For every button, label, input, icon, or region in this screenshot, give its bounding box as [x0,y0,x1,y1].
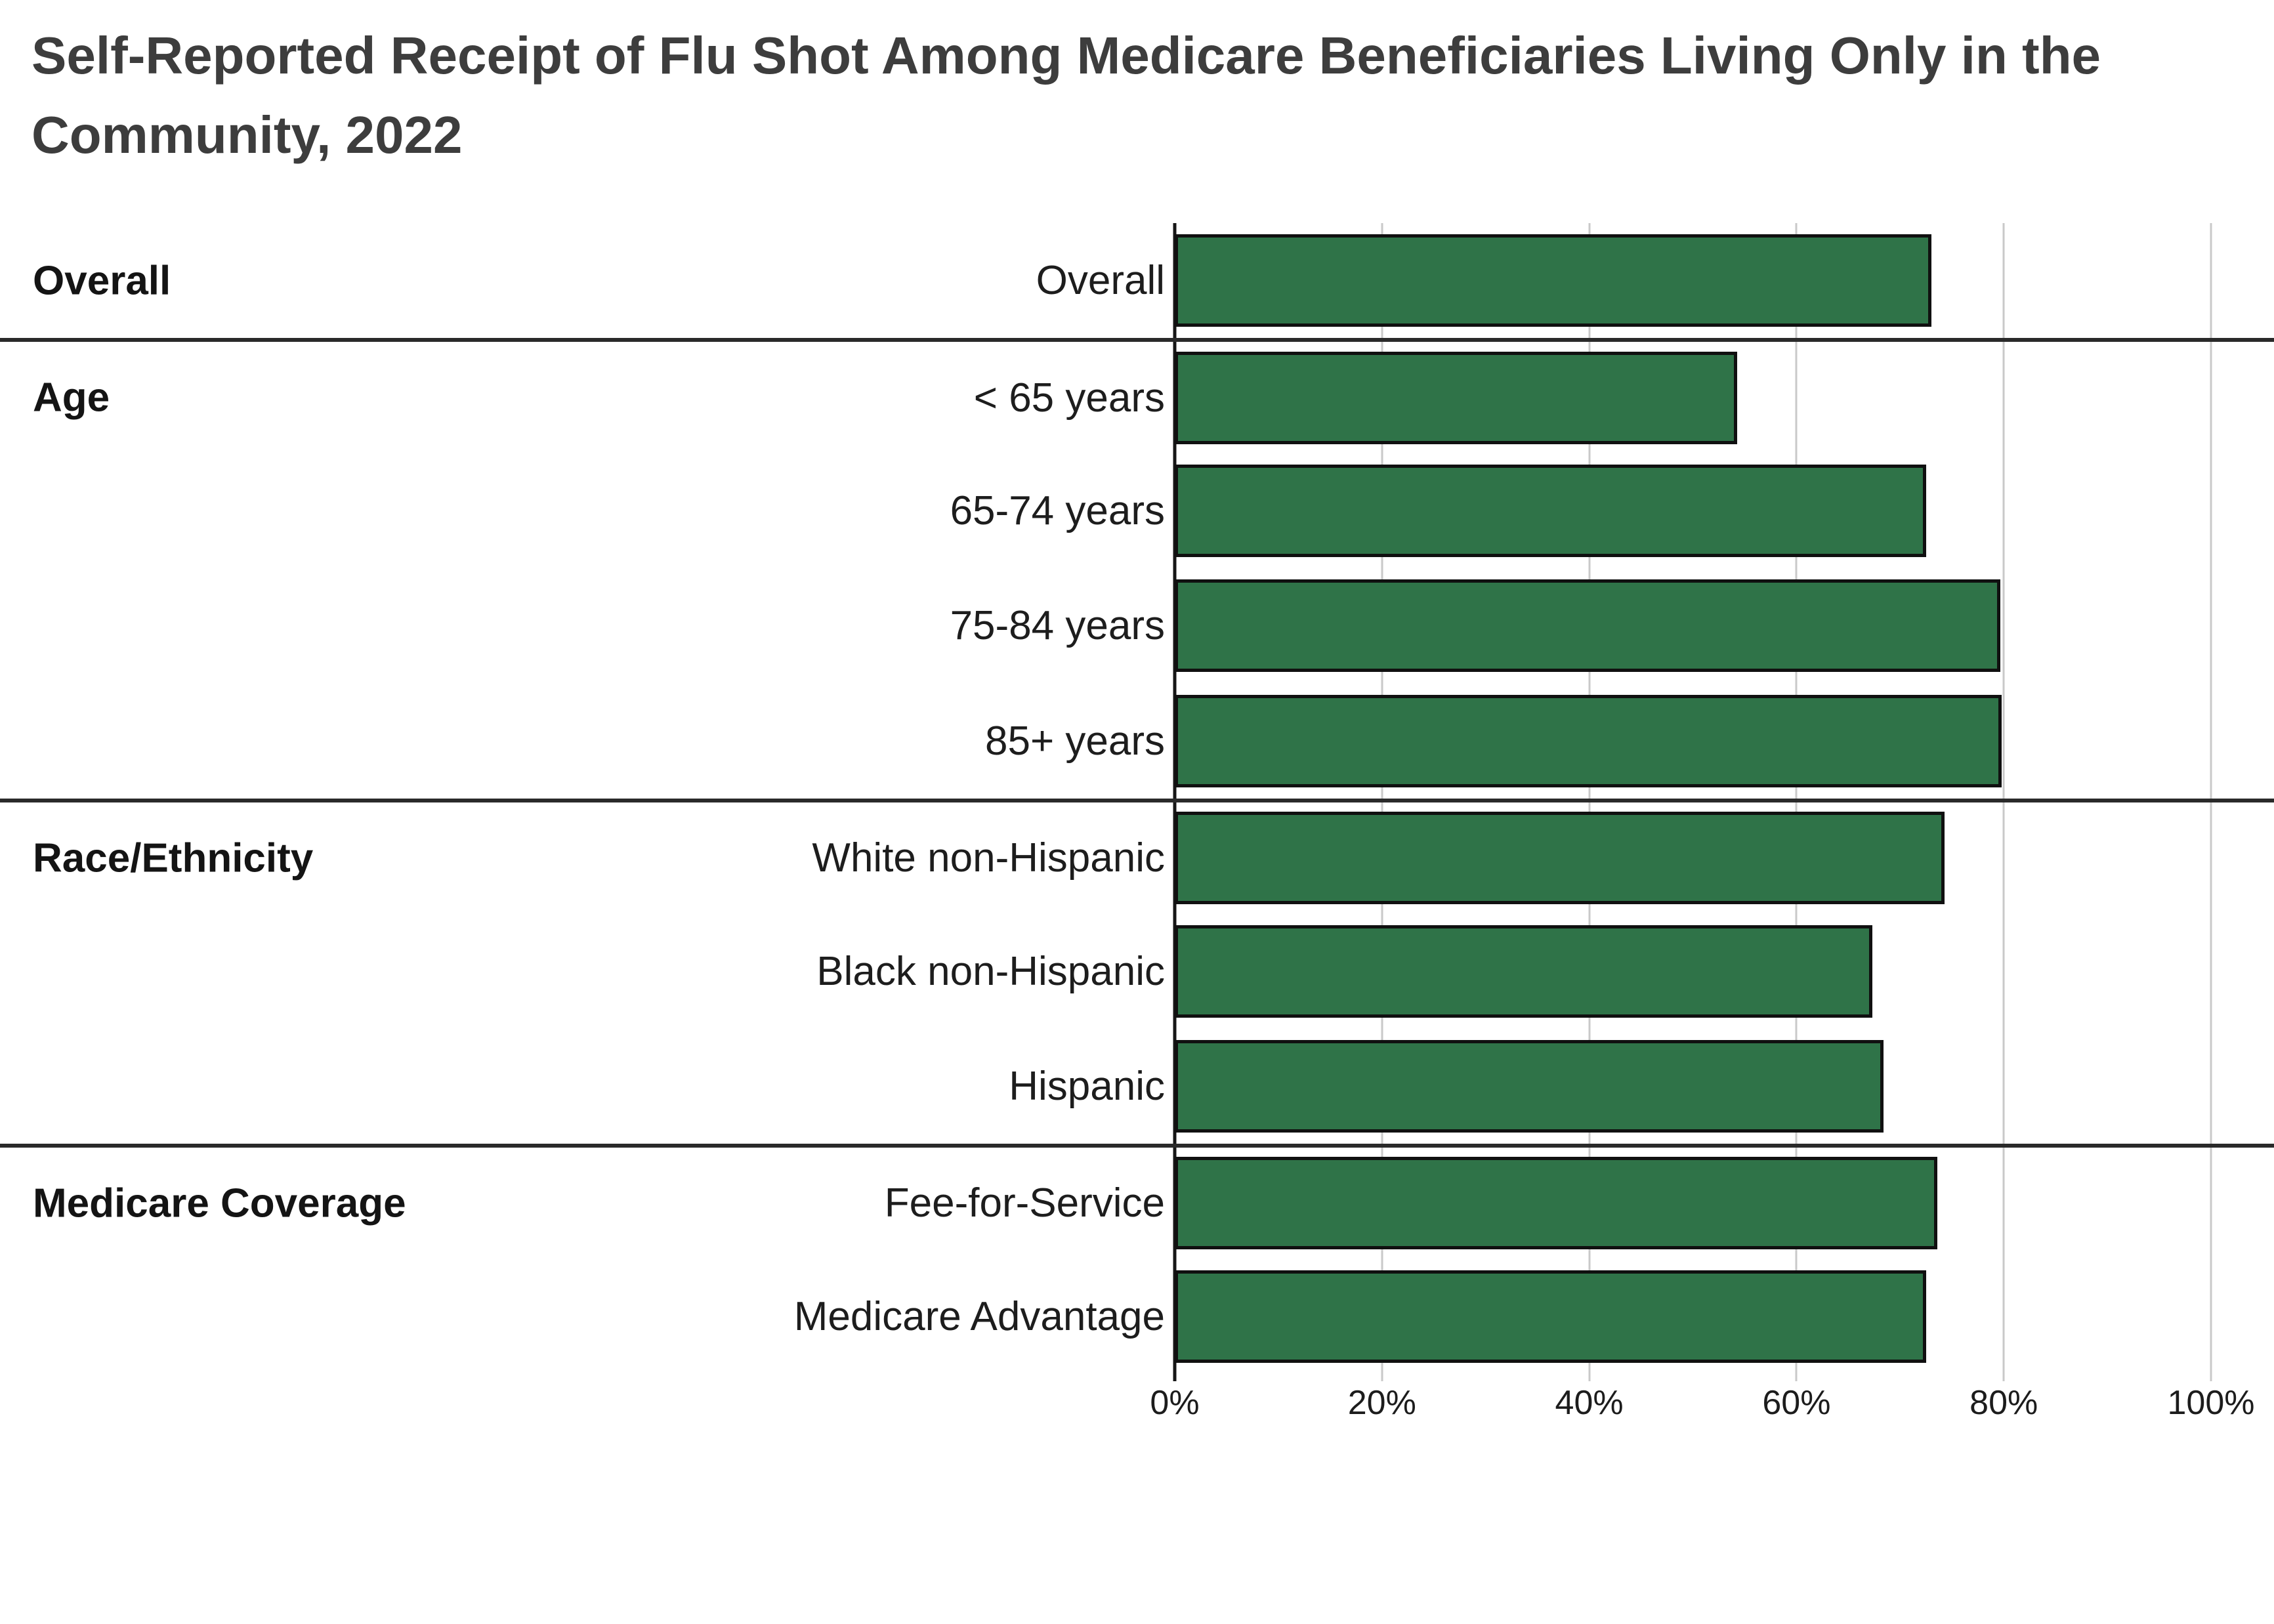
bar-track [1175,913,2211,1028]
chart-row: Overall Overall [0,223,2274,338]
group-label: Age [33,375,110,421]
row-label: Medicare Advantage [793,1293,1165,1339]
bar-track [1175,342,2211,453]
bar [1175,579,2001,673]
chart-row: Medicare Advantage [0,1259,2274,1374]
bar [1175,351,1738,444]
group-label: Race/Ethnicity [33,835,314,881]
bar [1175,234,1931,327]
row-label: 65-74 years [950,488,1165,533]
bar-track [1175,1259,2211,1374]
x-tick-label: 80% [1969,1384,2038,1422]
bar [1175,694,2002,787]
bar-track [1175,802,2211,913]
x-tick-label: 20% [1347,1384,1416,1422]
x-tick-label: 0% [1150,1384,1200,1422]
chart-row: Black non-Hispanic [0,913,2274,1028]
bar [1175,1039,1884,1133]
bar-track [1175,684,2211,799]
bar-track [1175,1029,2211,1144]
chart-rows: Overall Overall Age < 65 years 65-74 years 75… [0,223,2274,1374]
chart-row: 65-74 years [0,453,2274,568]
bar [1175,925,1872,1018]
chart-row: Hispanic [0,1029,2274,1144]
bar [1175,1157,1938,1250]
row-label: Overall [1036,258,1165,304]
bar [1175,464,1926,557]
row-label: 75-84 years [950,603,1165,649]
group-label: Overall [33,258,171,304]
chart-row: Medicare Coverage Fee-for-Service [0,1144,2274,1259]
bar-track [1175,223,2211,338]
row-label: Hispanic [1009,1063,1165,1109]
x-tick-label: 100% [2167,1384,2255,1422]
x-tick-label: 60% [1762,1384,1831,1422]
x-tick-label: 40% [1555,1384,1624,1422]
bar [1175,812,1945,905]
chart-row: Race/Ethnicity White non-Hispanic [0,798,2274,913]
group-label: Medicare Coverage [33,1180,406,1226]
chart-row: Age < 65 years [0,338,2274,453]
x-axis-ticks: 0% 20% 40% 60% 80% 100% [1150,1383,2254,1429]
bar [1175,1270,1926,1363]
bar-track [1175,453,2211,568]
chart-row: 75-84 years [0,568,2274,683]
row-label: White non-Hispanic [812,835,1165,881]
bar-track [1175,1148,2211,1259]
row-label: Black non-Hispanic [816,948,1165,994]
chart-row: 85+ years [0,684,2274,799]
row-label: < 65 years [973,375,1165,421]
row-label: Fee-for-Service [884,1180,1165,1226]
chart-title: Self-Reported Receipt of Flu Shot Among … [32,26,2101,164]
row-label: 85+ years [984,718,1165,764]
bar-track [1175,568,2211,683]
